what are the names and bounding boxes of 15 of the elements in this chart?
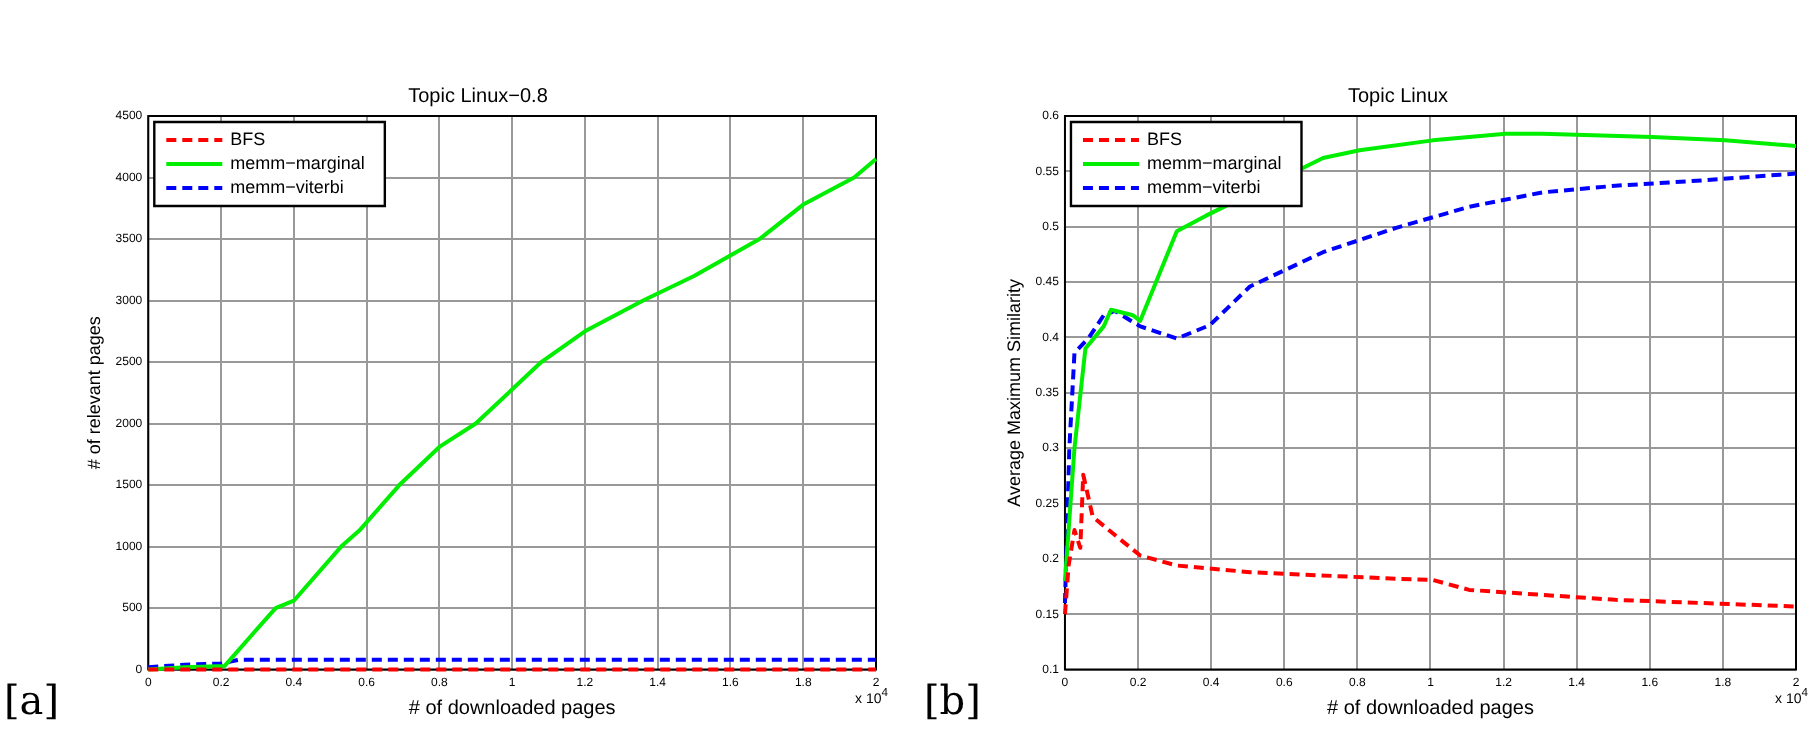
legend-label: memm−marginal <box>1146 152 1282 173</box>
x-axis-title: # of downloaded pages <box>408 697 616 720</box>
text: [a] <box>4 676 60 724</box>
line-series <box>1062 472 1798 617</box>
chart-title: Topic Linux <box>1347 85 1449 108</box>
chart-title: Topic Linux−0.8 <box>408 85 549 108</box>
legend-label: memm−marginal <box>230 152 365 173</box>
y-axis-title: # of relevant pages <box>83 315 104 470</box>
legend-label: BFS <box>230 128 266 149</box>
legend-label: memm−viterbi <box>1146 176 1261 197</box>
x-axis-title: # of downloaded pages <box>1327 697 1534 720</box>
y-axis-title: Average Maximum Similarity <box>1003 277 1024 507</box>
text: [b] <box>924 676 981 724</box>
legend-label: BFS <box>1146 128 1182 149</box>
legend-label: memm−viterbi <box>230 176 344 197</box>
